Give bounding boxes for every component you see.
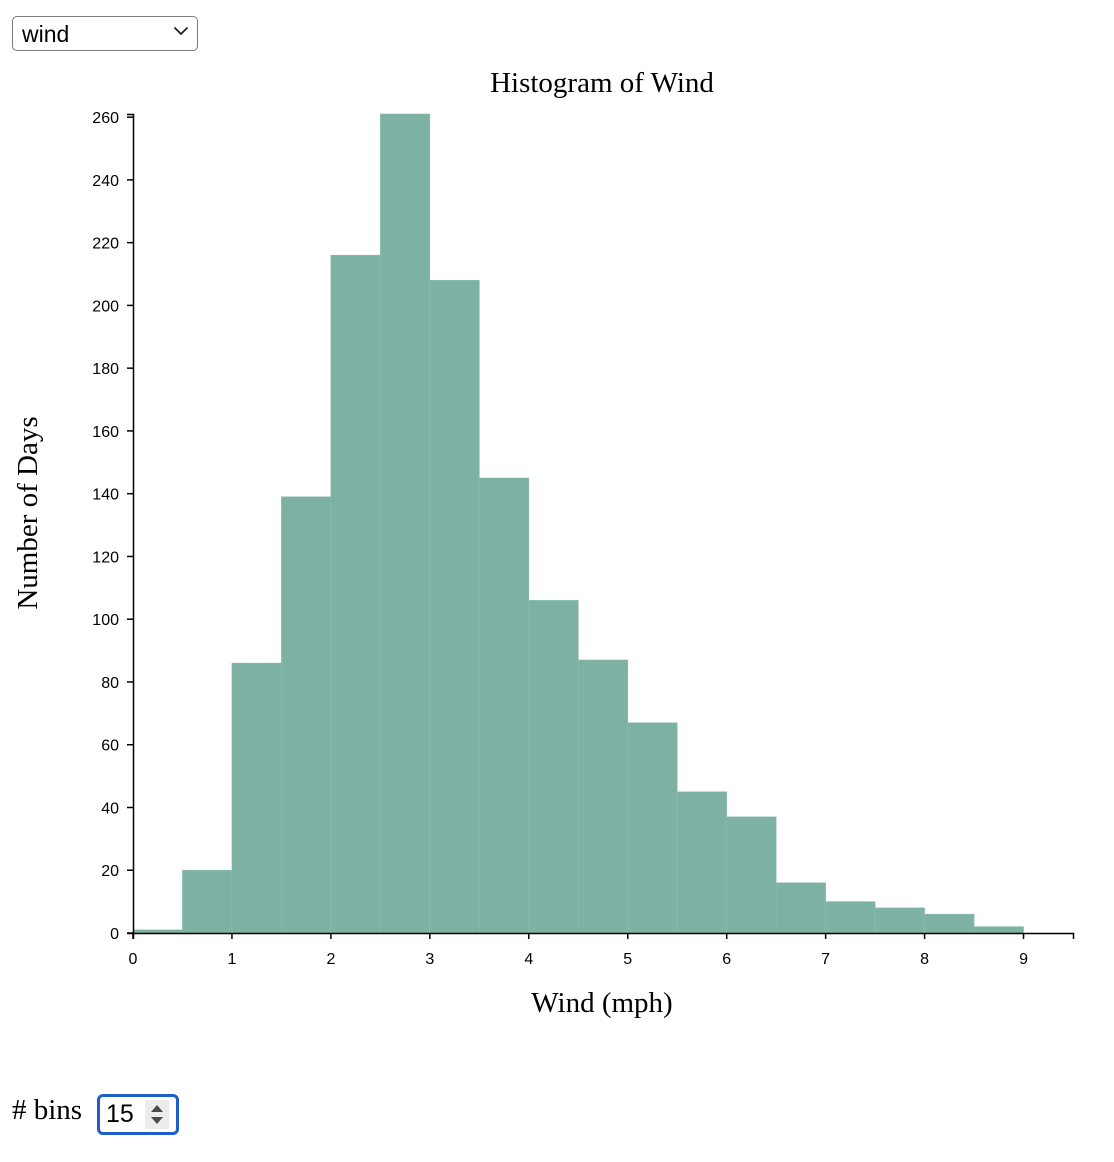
- y-tick-label: 240: [92, 173, 119, 190]
- variable-select[interactable]: wind: [12, 16, 198, 51]
- y-tick-label: 0: [110, 926, 119, 943]
- y-tick-label: 220: [92, 236, 119, 253]
- histogram-bar: [874, 907, 925, 934]
- histogram-bar: [726, 816, 777, 934]
- x-axis-label: Wind (mph): [531, 987, 672, 1019]
- bars-group: [132, 113, 1024, 934]
- chevron-down-icon: [174, 27, 188, 35]
- histogram-bar: [825, 901, 876, 934]
- histogram-bar: [924, 913, 975, 934]
- histogram-bar: [775, 882, 826, 934]
- histogram-bar: [182, 869, 233, 934]
- y-tick-label: 80: [101, 675, 119, 692]
- y-tick-label: 120: [92, 549, 119, 566]
- y-axis-line: [127, 113, 135, 935]
- histogram-bar: [429, 280, 480, 934]
- y-tick-label: 140: [92, 487, 119, 504]
- histogram-bar: [528, 600, 579, 934]
- histogram-bar: [132, 929, 183, 934]
- histogram-bar: [231, 662, 282, 934]
- x-axis-line: [132, 932, 1075, 939]
- histogram-bar: [330, 254, 381, 934]
- x-tick-label: 1: [227, 951, 236, 968]
- bins-label: # bins: [12, 1094, 83, 1126]
- histogram-bar: [627, 722, 678, 934]
- histogram-bar: [973, 926, 1024, 934]
- x-tick-label: 4: [524, 951, 533, 968]
- y-tick-label: 200: [92, 298, 119, 315]
- x-tick-label: 3: [425, 951, 434, 968]
- histogram-bar: [479, 477, 530, 934]
- x-axis: 0 1 2 3 4 5 6 7 8 9: [129, 932, 1075, 968]
- bins-input-value: 15: [106, 1100, 134, 1128]
- x-tick-label: 9: [1019, 951, 1028, 968]
- up-down-spinner-icon[interactable]: [145, 1100, 169, 1129]
- histogram-bar: [676, 791, 727, 934]
- y-tick-label: 100: [92, 612, 119, 629]
- bins-input[interactable]: 15: [97, 1094, 179, 1135]
- y-axis: 0 20 40 60 80 100 120 140 160 180 200 220 240 260: [92, 110, 135, 943]
- histogram-bar: [577, 659, 629, 934]
- x-tick-label: 8: [920, 951, 929, 968]
- y-tick-label: 40: [101, 800, 119, 817]
- histogram-bar: [281, 496, 332, 934]
- x-tick-label: 5: [623, 951, 632, 968]
- y-tick-label: 20: [101, 863, 119, 880]
- x-tick-label: 2: [326, 951, 335, 968]
- histogram-chart: Histogram of Wind 0204060801001201401601…: [12, 67, 1075, 1019]
- chart-title: Histogram of Wind: [490, 67, 714, 99]
- y-axis-label: Number of Days: [12, 416, 44, 609]
- y-tick-label: 260: [92, 110, 119, 127]
- y-tick-label: 60: [101, 738, 119, 755]
- x-tick-label: 7: [821, 951, 830, 968]
- x-tick-label: 0: [129, 951, 138, 968]
- y-tick-label: 160: [92, 424, 119, 441]
- y-tick-label: 180: [92, 361, 119, 378]
- x-tick-label: 6: [722, 951, 731, 968]
- histogram-bar: [380, 113, 431, 934]
- variable-select-value: wind: [22, 21, 70, 47]
